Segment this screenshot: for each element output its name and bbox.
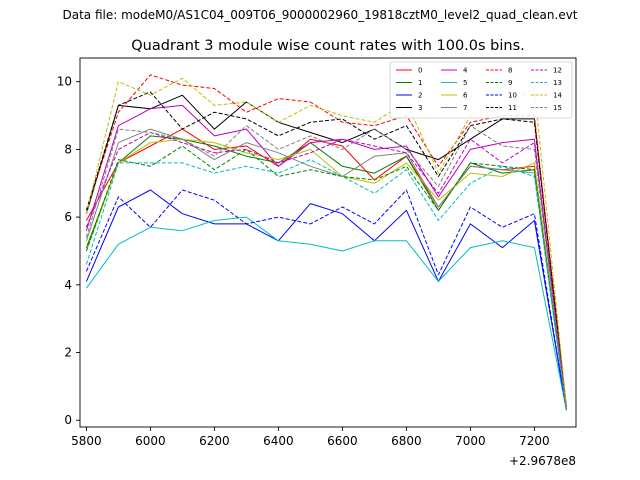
x-tick-label: 6000 bbox=[135, 434, 166, 448]
legend-label-8: 8 bbox=[508, 67, 512, 75]
legend-label-6: 6 bbox=[463, 92, 468, 100]
legend-label-0: 0 bbox=[418, 67, 422, 75]
axes-frame bbox=[79, 57, 577, 428]
legend-label-3: 3 bbox=[418, 104, 422, 112]
axes: 5800 6000 6200 6400 6600 6800 7000 7200+2.9678e… bbox=[57, 57, 577, 468]
x-tick-label: 6600 bbox=[327, 434, 358, 448]
x-tick-label: 5800 bbox=[71, 434, 102, 448]
legend-label-2: 2 bbox=[418, 92, 422, 100]
series-line-11 bbox=[85, 91, 567, 407]
series-line-5 bbox=[85, 216, 567, 411]
y-tick-label: 10 bbox=[57, 75, 72, 89]
y-tick-label: 2 bbox=[64, 346, 72, 360]
series-lines bbox=[85, 74, 567, 411]
y-tick-label: 4 bbox=[64, 278, 72, 292]
y-tick-label: 0 bbox=[64, 413, 72, 427]
x-offset-label: +2.9678e8 bbox=[509, 454, 576, 468]
series-line-15 bbox=[85, 125, 567, 411]
y-tick-label: 8 bbox=[64, 142, 72, 156]
x-tick-label: 7000 bbox=[455, 434, 486, 448]
x-tick-label: 7200 bbox=[519, 434, 550, 448]
legend-label-4: 4 bbox=[463, 67, 468, 75]
legend-label-1: 1 bbox=[418, 79, 422, 87]
series-line-8 bbox=[85, 74, 567, 407]
legend-label-7: 7 bbox=[463, 104, 467, 112]
figure-suptitle: Data file: modeM0/AS1C04_009T06_90000029… bbox=[62, 8, 577, 22]
legend-label-13: 13 bbox=[553, 79, 562, 87]
series-line-7 bbox=[85, 128, 567, 411]
x-tick-label: 6800 bbox=[391, 434, 422, 448]
legend-label-10: 10 bbox=[508, 92, 517, 100]
legend-label-5: 5 bbox=[463, 79, 467, 87]
series-line-2 bbox=[85, 189, 567, 411]
series-line-4 bbox=[85, 104, 567, 411]
legend-label-15: 15 bbox=[553, 104, 562, 112]
series-line-9 bbox=[85, 145, 567, 411]
x-tick-label: 6200 bbox=[199, 434, 230, 448]
chart-title: Quadrant 3 module wise count rates with … bbox=[131, 38, 525, 54]
series-line-10 bbox=[85, 189, 567, 411]
legend-label-14: 14 bbox=[553, 92, 562, 100]
series-line-13 bbox=[85, 159, 567, 411]
series-line-3 bbox=[85, 94, 567, 411]
series-line-12 bbox=[85, 132, 567, 411]
legend-label-9: 9 bbox=[508, 79, 512, 87]
y-tick-label: 6 bbox=[64, 210, 72, 224]
legend-box bbox=[389, 61, 573, 119]
x-tick-label: 6400 bbox=[263, 434, 294, 448]
legend-label-12: 12 bbox=[553, 67, 562, 75]
legend-label-11: 11 bbox=[508, 104, 517, 112]
